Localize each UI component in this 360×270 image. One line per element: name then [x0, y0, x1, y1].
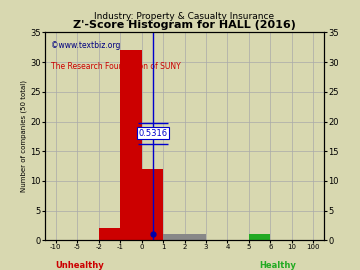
- Text: The Research Foundation of SUNY: The Research Foundation of SUNY: [50, 62, 180, 70]
- Text: ©www.textbiz.org: ©www.textbiz.org: [50, 41, 120, 50]
- Title: Z'-Score Histogram for HALL (2016): Z'-Score Histogram for HALL (2016): [73, 20, 296, 30]
- Text: 0.5316: 0.5316: [139, 129, 167, 138]
- Bar: [141, 169, 163, 240]
- Bar: [185, 234, 206, 240]
- Y-axis label: Number of companies (50 total): Number of companies (50 total): [21, 80, 27, 192]
- Bar: [249, 234, 270, 240]
- Bar: [120, 50, 141, 240]
- Text: Healthy: Healthy: [260, 261, 297, 270]
- Bar: [99, 228, 120, 240]
- Text: Unhealthy: Unhealthy: [56, 261, 104, 270]
- Text: Industry: Property & Casualty Insurance: Industry: Property & Casualty Insurance: [94, 12, 275, 21]
- Bar: [163, 234, 185, 240]
